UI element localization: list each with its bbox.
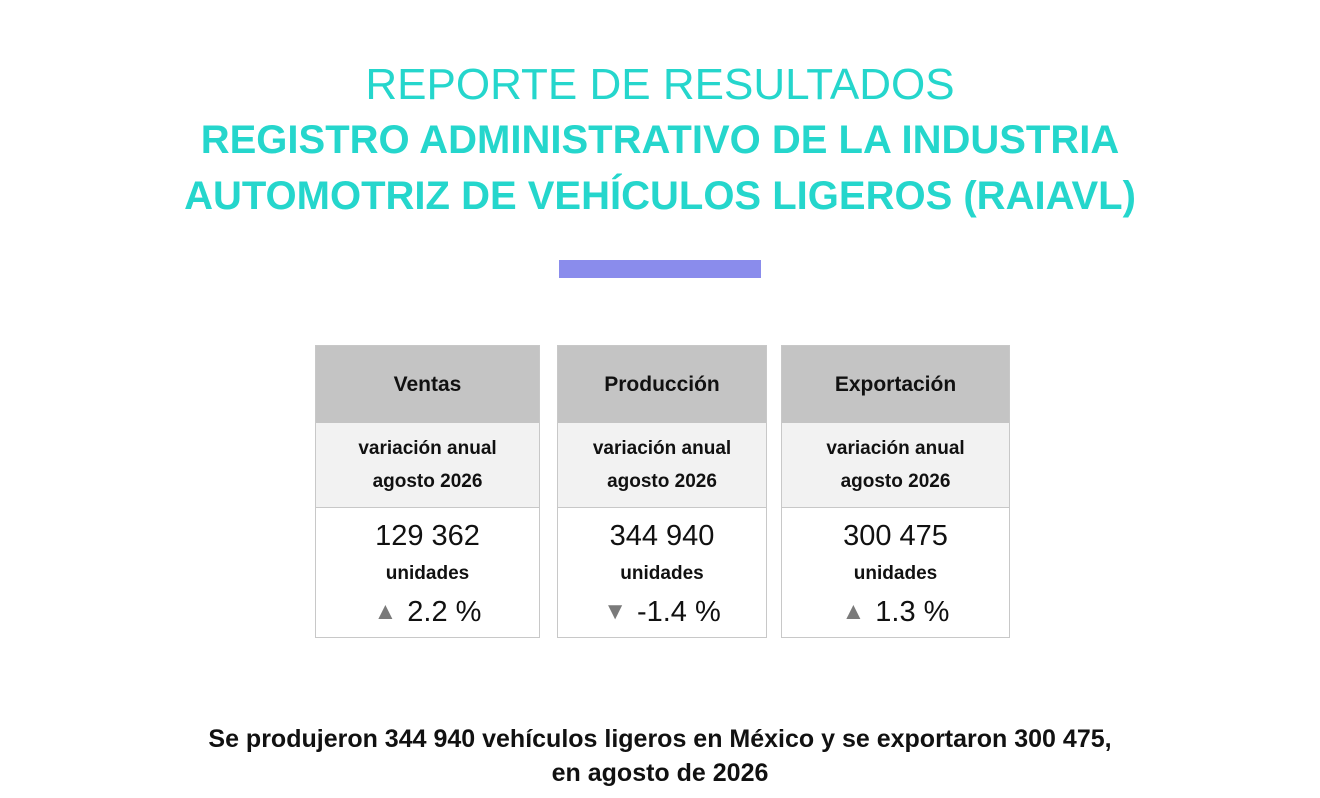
- summary-line2: en agosto de 2026: [551, 759, 769, 787]
- card-subtitle: variación anual agosto 2026: [316, 423, 539, 508]
- card-change: ▲ 2.2 %: [374, 594, 482, 630]
- card-subtitle-line2: agosto 2026: [372, 471, 483, 492]
- card-value: 300 475: [843, 520, 948, 552]
- card-exportacion: Exportación variación anual agosto 2026 …: [781, 345, 1010, 638]
- card-change-value: 1.3 %: [875, 596, 950, 628]
- accent-divider: [559, 260, 761, 278]
- triangle-up-icon: ▲: [841, 598, 866, 625]
- report-title: REPORTE DE RESULTADOS REGISTRO ADMINISTR…: [0, 58, 1320, 224]
- card-subtitle-line1: variación anual: [592, 438, 732, 459]
- card-subtitle-line1: variación anual: [826, 438, 965, 459]
- card-title: Exportación: [782, 346, 1009, 423]
- card-subtitle: variación anual agosto 2026: [558, 423, 766, 508]
- card-body: 300 475 unidades ▲ 1.3 %: [782, 508, 1009, 630]
- card-body: 129 362 unidades ▲ 2.2 %: [316, 508, 539, 630]
- card-units: unidades: [620, 563, 704, 584]
- card-change-value: 2.2 %: [407, 596, 482, 628]
- triangle-down-icon: ▼: [603, 598, 627, 625]
- triangle-up-icon: ▲: [373, 598, 398, 625]
- report-title-line2: AUTOMOTRIZ DE VEHÍCULOS LIGEROS (RAIAVL): [184, 174, 1136, 218]
- card-change: ▼ -1.4 %: [603, 594, 721, 630]
- card-body: 344 940 unidades ▼ -1.4 %: [558, 508, 766, 630]
- report-title-line1: REGISTRO ADMINISTRATIVO DE LA INDUSTRIA: [200, 118, 1120, 162]
- card-change-value: -1.4 %: [636, 596, 721, 628]
- card-subtitle-line2: agosto 2026: [607, 471, 717, 492]
- summary-text: Se produjeron 344 940 vehículos ligeros …: [0, 722, 1320, 790]
- card-units: unidades: [853, 563, 938, 584]
- card-title: Ventas: [316, 346, 539, 423]
- card-produccion: Producción variación anual agosto 2026 3…: [557, 345, 767, 638]
- card-subtitle-line1: variación anual: [358, 438, 497, 459]
- card-subtitle-line2: agosto 2026: [840, 471, 951, 492]
- card-subtitle: variación anual agosto 2026: [782, 423, 1009, 508]
- report-heading: REPORTE DE RESULTADOS: [365, 60, 955, 109]
- card-units: unidades: [385, 563, 470, 584]
- summary-line1: Se produjeron 344 940 vehículos ligeros …: [208, 725, 1112, 753]
- card-ventas: Ventas variación anual agosto 2026 129 3…: [315, 345, 540, 638]
- card-value: 129 362: [375, 520, 480, 552]
- card-change: ▲ 1.3 %: [842, 594, 950, 630]
- card-title: Producción: [558, 346, 766, 423]
- card-value: 344 940: [609, 520, 715, 552]
